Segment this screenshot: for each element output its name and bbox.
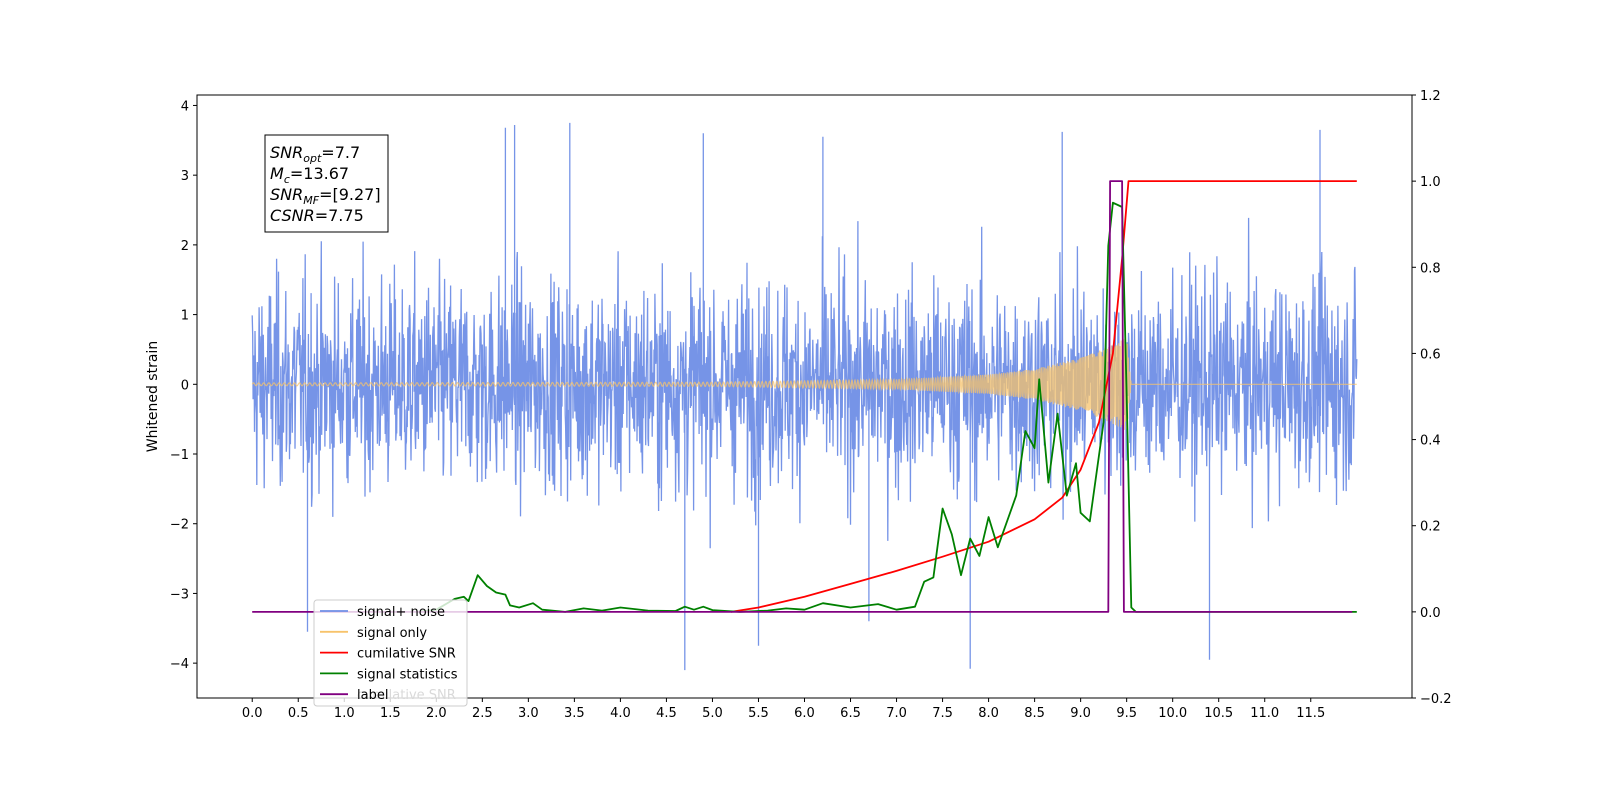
legend: cumilative SNR signal+ noise signal only cu… — [313, 599, 468, 707]
info-box-frame — [264, 134, 389, 233]
y2-tick-label: −0.2 — [1420, 692, 1452, 707]
legend-entry-label: signal+ noise — [357, 605, 445, 620]
x-tick-label: 0.0 — [242, 706, 263, 721]
series-signal-noise-line — [251, 122, 1358, 671]
x-tick-label: 2.0 — [426, 706, 447, 721]
y-tick-label: −1 — [170, 448, 189, 463]
x-tick-label: 10.5 — [1204, 706, 1233, 721]
y-tick-label: −3 — [170, 587, 189, 602]
y-tick-label: 1 — [181, 309, 189, 324]
x-tick-label: 7.0 — [886, 706, 907, 721]
x-tick-label: 4.0 — [610, 706, 631, 721]
y2-tick-label: 0.0 — [1420, 606, 1441, 621]
series-cumilative-snr-line — [730, 180, 1357, 613]
x-tick-label: 11.5 — [1296, 706, 1325, 721]
y2-tick-label: 0.8 — [1420, 261, 1441, 276]
y-axis-label: Whitened strain — [145, 341, 161, 452]
x-tick-label: 8.5 — [1024, 706, 1045, 721]
info-line: SNRopt=7.7 — [270, 143, 360, 165]
x-tick-label: 3.5 — [564, 706, 585, 721]
legend-frame — [313, 599, 468, 707]
x-tick-label: 4.5 — [656, 706, 677, 721]
info-line: CSNR=7.75 — [270, 206, 364, 225]
x-tick-label: 10.0 — [1158, 706, 1187, 721]
x-tick-label: 6.5 — [840, 706, 861, 721]
y-tick-label: 0 — [181, 378, 189, 393]
legend-entry-label: signal statistics — [357, 667, 458, 682]
info-line: Mc=13.67 — [270, 164, 349, 186]
x-tick-label: 2.5 — [472, 706, 493, 721]
y-tick-label: 3 — [181, 169, 189, 184]
x-tick-label: 8.0 — [978, 706, 999, 721]
x-tick-label: 5.5 — [748, 706, 769, 721]
y2-tick-label: 0.2 — [1420, 520, 1441, 535]
x-tick-label: 3.0 — [518, 706, 539, 721]
series-label-line — [252, 180, 1353, 613]
legend-entry-label: signal only — [357, 626, 427, 641]
x-tick-label: 7.5 — [932, 706, 953, 721]
y2-tick-label: 1.0 — [1420, 175, 1441, 190]
legend-entry-label: label — [357, 688, 388, 703]
legend-overlapped-text: cumilative SNR — [357, 688, 456, 703]
x-tick-label: 9.0 — [1070, 706, 1091, 721]
series-layer — [251, 122, 1358, 671]
series-signal-statistics-line — [417, 201, 1357, 613]
x-tick-label: 11.0 — [1250, 706, 1279, 721]
y-tick-label: 2 — [181, 239, 189, 254]
x-tick-label: 5.0 — [702, 706, 723, 721]
info-line: SNRMF=[9.27] — [270, 185, 381, 207]
x-tick-label: 1.0 — [334, 706, 355, 721]
y2-tick-label: 1.2 — [1420, 89, 1441, 104]
x-tick-label: 6.0 — [794, 706, 815, 721]
ticks-layer: 0.0 0.5 1.0 1.5 2.0 2.5 3.0 3.5 4.0 4.5 5.0 5.5 6.0 6… — [170, 89, 1452, 721]
series-signal-only-line — [251, 339, 1357, 430]
y-tick-label: −4 — [170, 657, 189, 672]
x-tick-label: 0.5 — [288, 706, 309, 721]
x-tick-label: 9.5 — [1116, 706, 1137, 721]
x-tick-label: 1.5 — [380, 706, 401, 721]
y2-tick-label: 0.6 — [1420, 347, 1441, 362]
y-tick-label: 4 — [181, 99, 189, 114]
legend-entry-label: cumilative SNR — [357, 647, 456, 662]
y2-tick-label: 0.4 — [1420, 434, 1441, 449]
y-tick-label: −2 — [170, 518, 189, 533]
